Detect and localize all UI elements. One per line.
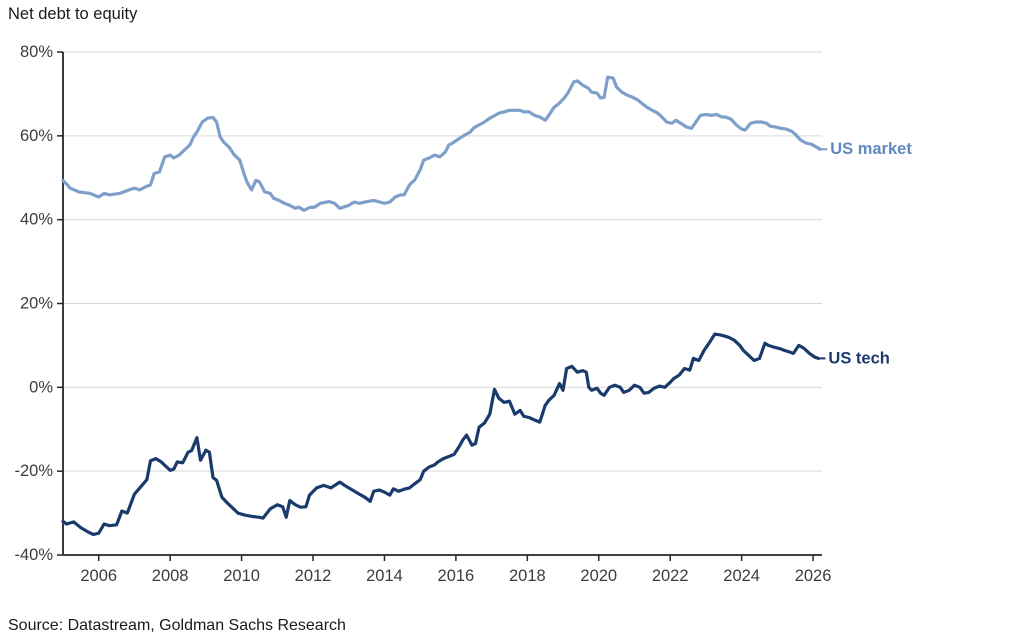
series-line-us-market <box>61 75 822 212</box>
x-tick-label: 2006 <box>80 567 117 585</box>
y-tick-label: -40% <box>14 546 53 564</box>
source-note: Source: Datastream, Goldman Sachs Resear… <box>8 617 346 634</box>
chart-title: Net debt to equity <box>8 5 138 23</box>
y-tick-label: -20% <box>14 462 53 480</box>
x-tick-label: 2018 <box>509 567 546 585</box>
x-tick-label: 2010 <box>223 567 260 585</box>
y-tick-label: 20% <box>20 295 53 313</box>
x-tick-label: 2022 <box>652 567 689 585</box>
series-line-us-tech <box>61 332 821 537</box>
x-tick-label: 2016 <box>438 567 475 585</box>
x-tick-label: 2014 <box>366 567 403 585</box>
y-tick-label: 40% <box>20 211 53 229</box>
x-tick-label: 2026 <box>795 567 832 585</box>
series-label-us-tech: US tech <box>828 349 889 367</box>
x-tick-label: 2012 <box>295 567 332 585</box>
y-tick-label: 80% <box>20 43 53 61</box>
series-label-us-market: US market <box>830 140 912 158</box>
x-tick-label: 2008 <box>152 567 189 585</box>
y-tick-label: 60% <box>20 127 53 145</box>
x-tick-label: 2024 <box>723 567 760 585</box>
y-tick-label: 0% <box>29 378 53 396</box>
x-tick-label: 2020 <box>580 567 617 585</box>
